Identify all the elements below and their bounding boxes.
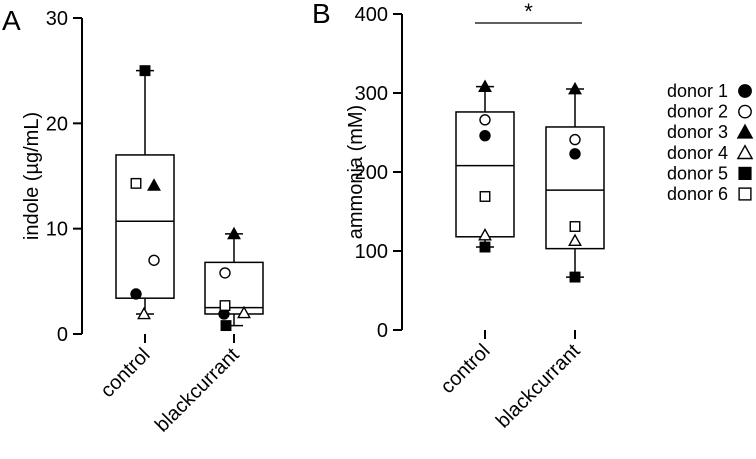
y-tick-label: 0 bbox=[377, 320, 388, 342]
data-point-donor-1 bbox=[130, 288, 142, 300]
box-iqr bbox=[204, 261, 264, 315]
data-point-donor-6 bbox=[479, 191, 491, 202]
y-tick-label: 100 bbox=[355, 241, 388, 263]
legend-marker-filled-circle bbox=[738, 84, 752, 98]
data-point-donor-5 bbox=[569, 271, 581, 283]
data-point-donor-6 bbox=[219, 300, 231, 312]
data-point-donor-3 bbox=[227, 226, 241, 240]
legend-marker-open-triangle bbox=[736, 144, 754, 160]
data-point-donor-6 bbox=[569, 221, 581, 232]
significance-star: * bbox=[524, 0, 533, 24]
data-point-donor-4 bbox=[568, 233, 582, 247]
data-point-donor-5 bbox=[479, 241, 491, 253]
y-tick-label: 20 bbox=[46, 113, 68, 135]
y-tick-label: 400 bbox=[355, 4, 388, 26]
x-tick-label: blackcurrant bbox=[151, 344, 244, 437]
panel-a: A 0 10 20 30 indole (µg/mL) controlblackcurran… bbox=[2, 5, 264, 437]
data-point-donor-4 bbox=[237, 305, 251, 319]
x-tick-label: blackcurrant bbox=[492, 340, 585, 433]
legend-marker-filled-square bbox=[738, 166, 752, 180]
data-point-donor-4 bbox=[478, 228, 492, 241]
legend-marker-open-circle bbox=[738, 104, 752, 119]
y-axis-label: indole (µg/mL) bbox=[21, 112, 43, 240]
data-point-donor-2 bbox=[569, 133, 581, 146]
data-point-donor-1 bbox=[569, 148, 581, 160]
legend-marker-open-square bbox=[738, 187, 752, 201]
box-control bbox=[455, 85, 515, 248]
y-tick-label: 200 bbox=[355, 162, 388, 184]
data-point-donor-5 bbox=[220, 320, 232, 332]
data-point-donor-5 bbox=[139, 65, 151, 77]
data-point-donor-2 bbox=[148, 254, 160, 266]
box-blackcurrant bbox=[545, 88, 605, 278]
y-tick-label: 300 bbox=[355, 83, 388, 105]
x-tick-label: control bbox=[97, 344, 155, 402]
x-tick-label: control bbox=[437, 340, 495, 398]
panel-label: A bbox=[2, 5, 21, 36]
y-tick-label: 10 bbox=[46, 219, 68, 241]
legend-label: donor 1 bbox=[667, 81, 728, 101]
y-axis-label: ammonia (mM) bbox=[345, 105, 367, 239]
panel-b: B 0 100 200 300 400 ammonia (mM) controlblackcu… bbox=[312, 0, 605, 433]
legend-marker-filled-triangle bbox=[736, 123, 754, 139]
y-tick-label: 0 bbox=[57, 324, 68, 346]
legend-label: donor 4 bbox=[667, 143, 728, 163]
box-control bbox=[115, 69, 175, 315]
box-iqr bbox=[115, 154, 175, 299]
data-point-donor-4 bbox=[137, 306, 151, 320]
data-point-donor-2 bbox=[479, 114, 491, 126]
legend-label: donor 2 bbox=[667, 102, 728, 122]
box-iqr bbox=[545, 126, 605, 250]
legend-label: donor 3 bbox=[667, 122, 728, 142]
data-point-donor-6 bbox=[130, 177, 142, 189]
legend-label: donor 5 bbox=[667, 163, 728, 183]
y-tick-label: 30 bbox=[46, 8, 68, 30]
data-point-donor-3 bbox=[478, 79, 492, 92]
data-point-donor-2 bbox=[219, 267, 231, 279]
data-point-donor-3 bbox=[147, 178, 161, 191]
panel-label: B bbox=[312, 0, 331, 29]
legend-label: donor 6 bbox=[667, 184, 728, 204]
data-point-donor-1 bbox=[479, 129, 491, 142]
data-point-donor-3 bbox=[568, 81, 582, 95]
box-blackcurrant bbox=[204, 233, 264, 327]
